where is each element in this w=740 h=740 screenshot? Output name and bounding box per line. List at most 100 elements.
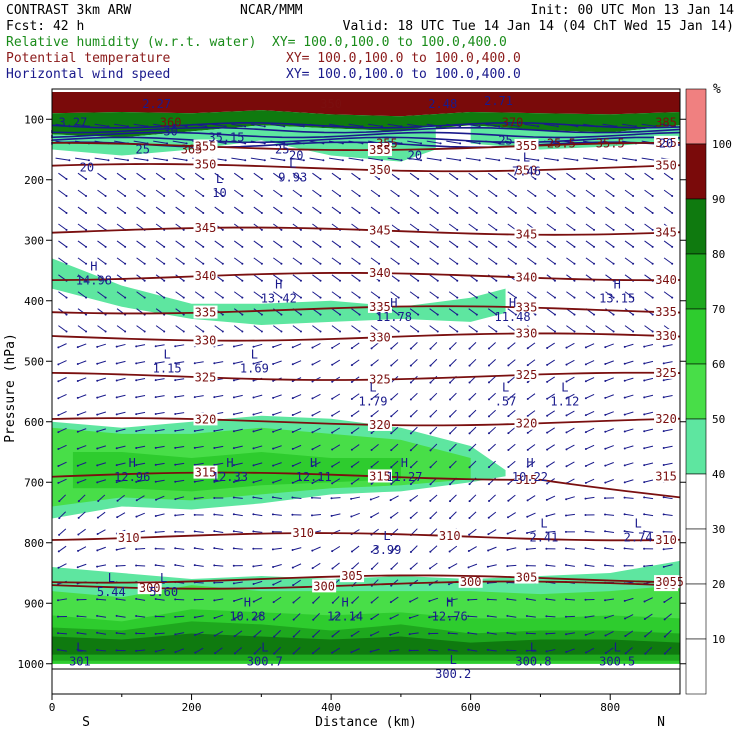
wind-vector xyxy=(58,444,67,450)
wind-vector xyxy=(410,477,418,485)
wind-vector-head xyxy=(96,345,99,348)
wind-vector xyxy=(97,394,106,399)
wind-vector-head xyxy=(76,363,79,366)
wind-vector-head xyxy=(573,279,576,282)
wind-vector-head xyxy=(573,296,576,299)
wind-vector xyxy=(566,461,575,467)
wind-vector-head xyxy=(263,125,266,128)
wind-vector-head xyxy=(488,500,491,503)
wind-vector xyxy=(211,123,226,127)
wind-vector xyxy=(292,172,302,180)
theta-label: 300 xyxy=(313,579,335,593)
wind-vector-head xyxy=(662,548,665,551)
wind-vector-head xyxy=(76,430,79,433)
wind-vector-head xyxy=(456,279,459,282)
wind-vector-head xyxy=(506,548,509,551)
wind-vector xyxy=(136,325,145,332)
wind-vector-head xyxy=(546,448,549,451)
colorbar-bin xyxy=(685,473,707,530)
wind-vector-head xyxy=(517,159,520,162)
upper-label: 385 xyxy=(655,115,677,129)
wind-vector-head xyxy=(241,178,244,181)
wind-vector xyxy=(605,223,614,231)
wind-vector-head xyxy=(182,330,185,333)
wind-vector xyxy=(565,564,575,567)
colorbar-tick-label: 70 xyxy=(712,303,725,316)
wind-vector xyxy=(488,392,496,400)
wind-vector-head xyxy=(526,448,529,451)
theta-label: 330 xyxy=(516,326,538,340)
wind-vector xyxy=(624,530,634,534)
wind-vector-head xyxy=(604,413,607,416)
wind-vector xyxy=(390,392,399,400)
wind-vector xyxy=(605,479,614,484)
wind-vector-head xyxy=(292,652,295,655)
wind-vector-head xyxy=(417,211,420,214)
wind-vector-head xyxy=(498,125,501,128)
wind-vector-head xyxy=(526,398,529,401)
wind-vector xyxy=(273,172,282,180)
wind-vector xyxy=(155,495,165,501)
wind-vector-head xyxy=(341,159,344,162)
wind-vector-head xyxy=(115,447,118,450)
wind-vector-head xyxy=(604,530,607,533)
wind-vector-head xyxy=(260,279,263,282)
wind-vector xyxy=(194,257,204,265)
wind-vector-head xyxy=(546,397,549,400)
wind-vector-head xyxy=(116,499,119,502)
wind-vector-head xyxy=(115,614,118,617)
wind-vector-head xyxy=(429,398,432,401)
wind-vector xyxy=(312,546,321,552)
wind-vector-head xyxy=(390,347,393,350)
wind-vector-head xyxy=(593,296,596,299)
wind-vector-head xyxy=(624,617,627,620)
wind-vector xyxy=(604,564,615,567)
wind-vector xyxy=(233,172,243,180)
wind-vector-head xyxy=(526,347,529,350)
wind-vector-head xyxy=(534,296,537,299)
x-tick-label: 0 xyxy=(49,701,56,714)
wind-vector-head xyxy=(390,584,393,587)
wind-vector xyxy=(391,545,399,553)
wind-vector-head xyxy=(233,617,236,620)
wind-vector xyxy=(175,240,185,248)
wind-vector-head xyxy=(154,345,157,348)
wind-vector xyxy=(409,325,419,332)
theta-label: 335 xyxy=(195,306,217,320)
wind-vector xyxy=(605,394,614,399)
wind-vector xyxy=(253,325,263,332)
wind-vector xyxy=(194,395,204,398)
wind-vector-head xyxy=(135,632,138,635)
wind-vector-head xyxy=(378,296,381,299)
wind-vector xyxy=(312,206,321,214)
wind-vector xyxy=(292,496,302,500)
wind-vector xyxy=(133,140,148,144)
wind-vector-head xyxy=(339,330,342,333)
wind-vector-head xyxy=(154,362,157,365)
wind-vector-head xyxy=(584,346,587,349)
wind-vector xyxy=(58,410,67,416)
rh-upper-moist xyxy=(52,125,436,162)
wind-vector-head xyxy=(525,597,528,600)
wind-vector xyxy=(409,206,419,214)
wind-vector-head xyxy=(495,262,498,265)
wind-vector xyxy=(585,427,595,433)
wind-vector-head xyxy=(291,496,294,499)
colorbar-bin xyxy=(685,253,707,310)
wind-vector xyxy=(566,172,575,180)
wind-vector xyxy=(644,394,654,398)
wind-vector-head xyxy=(644,652,647,655)
wind-vector xyxy=(253,428,263,432)
wind-vector xyxy=(214,325,224,332)
wind-vector-head xyxy=(517,125,520,128)
wind-vector xyxy=(468,257,478,265)
wind-vector-head xyxy=(252,583,255,586)
wind-vector xyxy=(664,596,673,603)
theta-label-bg xyxy=(654,273,679,287)
wind-vector-head xyxy=(545,650,548,653)
wind-vector xyxy=(585,223,595,231)
wind-vector xyxy=(136,495,145,501)
wind-vector xyxy=(292,563,302,569)
wind-vector xyxy=(526,632,536,635)
wind-vector xyxy=(487,598,497,601)
